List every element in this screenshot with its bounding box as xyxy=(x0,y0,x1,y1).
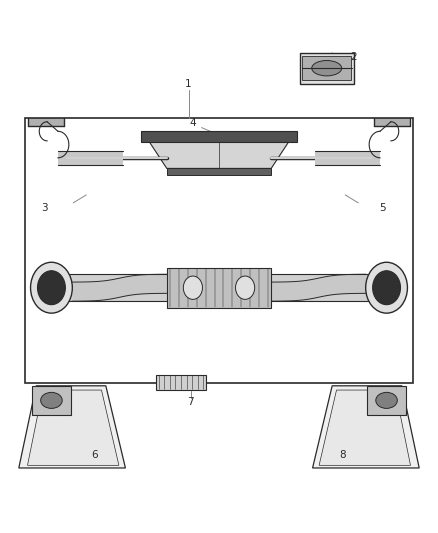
Bar xyxy=(167,268,271,308)
Circle shape xyxy=(373,271,400,305)
Text: 1: 1 xyxy=(185,78,192,88)
Text: 7: 7 xyxy=(187,397,194,407)
Bar xyxy=(141,131,297,142)
Polygon shape xyxy=(319,390,410,465)
Text: 2: 2 xyxy=(350,52,357,62)
Ellipse shape xyxy=(376,392,397,408)
Circle shape xyxy=(236,276,254,300)
Ellipse shape xyxy=(312,61,342,76)
Polygon shape xyxy=(315,151,380,165)
Bar xyxy=(32,386,71,415)
Bar xyxy=(300,53,354,84)
Bar xyxy=(302,56,351,80)
Circle shape xyxy=(366,262,407,313)
Bar xyxy=(156,375,206,390)
Polygon shape xyxy=(58,151,123,165)
Polygon shape xyxy=(28,118,64,126)
Polygon shape xyxy=(374,118,410,126)
Text: 3: 3 xyxy=(42,203,48,213)
Bar xyxy=(25,118,413,383)
Polygon shape xyxy=(19,386,125,468)
Polygon shape xyxy=(45,274,393,301)
Text: 5: 5 xyxy=(379,203,385,213)
Circle shape xyxy=(184,276,202,300)
Circle shape xyxy=(38,271,65,305)
Bar xyxy=(367,386,406,415)
Bar xyxy=(167,168,271,175)
Ellipse shape xyxy=(41,392,62,408)
Text: 4: 4 xyxy=(190,118,196,128)
Polygon shape xyxy=(313,386,419,468)
Polygon shape xyxy=(28,390,119,465)
Text: 6: 6 xyxy=(92,450,98,460)
Text: 8: 8 xyxy=(340,450,346,460)
Polygon shape xyxy=(149,142,289,168)
Circle shape xyxy=(31,262,72,313)
